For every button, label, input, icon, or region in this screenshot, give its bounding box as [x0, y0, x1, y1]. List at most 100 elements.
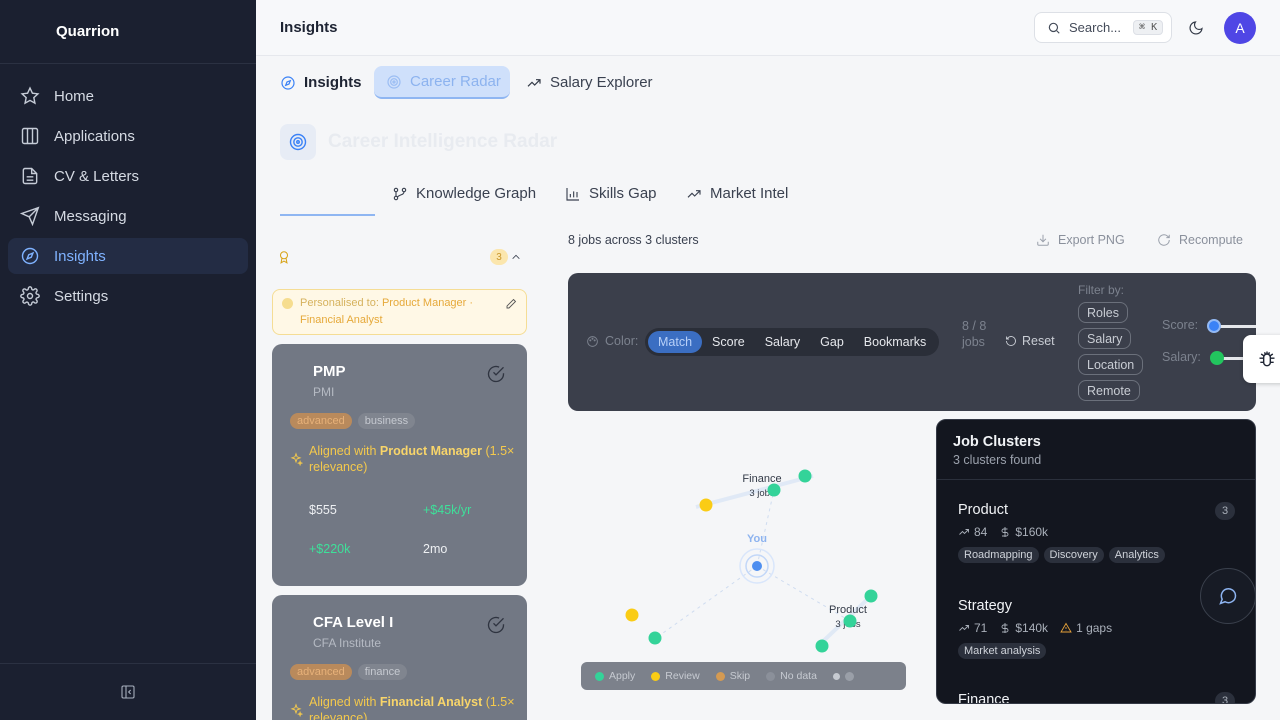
- radar-title: Career Intelligence Radar: [328, 131, 558, 152]
- graph-edge: [756, 489, 775, 567]
- export-png-button[interactable]: Export PNG: [1036, 233, 1125, 247]
- aligned-prefix: Aligned with: [309, 695, 377, 709]
- color-mode-match[interactable]: Match: [648, 331, 703, 353]
- cert-card-pmp[interactable]: PMP PMI advanced business Aligned with P…: [272, 344, 527, 586]
- sidebar-nav: Home Applications CV & Letters Messaging…: [0, 64, 256, 332]
- subtab-skills-gap[interactable]: Skills Gap: [565, 185, 657, 202]
- cluster-salary: $140k: [1015, 621, 1049, 635]
- job-node[interactable]: [699, 498, 713, 512]
- cluster-skills: Market analysis: [958, 643, 1238, 659]
- sidebar-item-applications[interactable]: Applications: [8, 118, 248, 154]
- collapse-recommendations-button[interactable]: [511, 252, 521, 262]
- theme-toggle[interactable]: [1188, 20, 1204, 36]
- search-button[interactable]: Search... ⌘ K: [1034, 12, 1172, 43]
- legend-label: Skip: [729, 670, 751, 682]
- sidebar-item-home[interactable]: Home: [8, 78, 248, 114]
- filter-roles[interactable]: Roles: [1078, 302, 1128, 323]
- tab-salary-explorer[interactable]: Salary Explorer: [526, 74, 653, 91]
- skill-chip: Market analysis: [958, 643, 1047, 659]
- search-shortcut: ⌘ K: [1133, 20, 1164, 35]
- sidebar-item-messaging[interactable]: Messaging: [8, 198, 248, 234]
- sidebar-item-label: Settings: [54, 287, 109, 305]
- cert-issuer: CFA Institute: [313, 636, 382, 650]
- avatar[interactable]: A: [1224, 12, 1256, 44]
- cluster-score: 71: [974, 621, 988, 635]
- level-tag: advanced: [290, 664, 352, 680]
- document-icon: [22, 167, 38, 185]
- score-range-track[interactable]: [1214, 325, 1256, 328]
- persona-roles: Product Manager · Financial Analyst: [300, 297, 474, 326]
- cluster-item-strategy[interactable]: Strategy 71 $140k 1 gaps Market analysis: [958, 598, 1238, 659]
- tab-insights[interactable]: Insights: [280, 74, 362, 91]
- reset-button[interactable]: Reset: [1005, 334, 1055, 348]
- job-node[interactable]: [767, 483, 781, 497]
- score-range-label: Score:: [1162, 318, 1199, 332]
- job-node[interactable]: [798, 469, 812, 483]
- cert-cost: $555: [309, 503, 337, 517]
- color-mode-score[interactable]: Score: [712, 335, 745, 349]
- radar-icon: [387, 74, 401, 89]
- tab-label: Insights: [304, 74, 362, 91]
- cert-duration: 2mo: [423, 542, 448, 556]
- sidebar-item-label: Applications: [54, 127, 135, 145]
- cluster-item-product[interactable]: Product 3 84 $160k Roadmapping Discovery…: [958, 502, 1238, 563]
- mark-done-button[interactable]: [486, 364, 506, 384]
- subtab-label: Knowledge Graph: [416, 185, 537, 202]
- collapse-sidebar-button[interactable]: [0, 663, 256, 720]
- edit-persona-button[interactable]: [505, 298, 517, 310]
- score-range-thumb[interactable]: [1207, 319, 1221, 333]
- legend-dot: [766, 671, 776, 681]
- recompute-button[interactable]: Recompute: [1157, 233, 1243, 247]
- cert-tags: advanced business: [290, 413, 416, 429]
- legend-item: Review: [651, 670, 700, 682]
- cert-tags: advanced finance: [290, 664, 408, 680]
- center-node-ring: [745, 554, 769, 578]
- color-mode-gap[interactable]: Gap: [820, 335, 844, 349]
- page-title: Insights: [280, 19, 338, 36]
- cluster-label-product: Product: [829, 604, 867, 616]
- cluster-item-finance[interactable]: Finance 3: [958, 692, 1238, 703]
- chat-button[interactable]: [1200, 568, 1256, 624]
- filter-remote[interactable]: Remote: [1078, 380, 1140, 401]
- subtab-market-intel[interactable]: Market Intel: [686, 185, 788, 202]
- aligned-role: Product Manager: [379, 444, 482, 458]
- refresh-icon: [1158, 234, 1170, 246]
- knowledge-graph-canvas[interactable]: Finance 3 jobs Product 3 jobs You: [568, 420, 928, 720]
- center-node-you[interactable]: [752, 561, 762, 571]
- filter-salary[interactable]: Salary: [1078, 328, 1132, 349]
- sidebar-item-insights[interactable]: Insights: [8, 238, 248, 274]
- legend-label: No data: [780, 670, 817, 682]
- tab-career-radar[interactable]: Career Radar: [374, 66, 510, 99]
- cert-card-cfa[interactable]: CFA Level I CFA Institute advanced finan…: [272, 595, 527, 720]
- job-node[interactable]: [843, 614, 857, 628]
- color-mode-bookmarks[interactable]: Bookmarks: [863, 335, 927, 349]
- center-node-ring: [739, 548, 775, 584]
- mark-done-button[interactable]: [486, 615, 506, 635]
- cluster-name: Product: [958, 502, 1008, 518]
- graph-edge: [655, 565, 758, 639]
- debug-button[interactable]: [1243, 335, 1280, 383]
- salary-range-label: Salary:: [1162, 350, 1201, 364]
- job-node[interactable]: [648, 631, 662, 645]
- color-mode-salary[interactable]: Salary: [764, 335, 801, 349]
- job-node[interactable]: [864, 589, 878, 603]
- brand-name[interactable]: Quarrion: [0, 0, 256, 64]
- active-subtab-indicator: [280, 214, 375, 216]
- search-label: Search...: [1069, 20, 1122, 35]
- sidebar-item-settings[interactable]: Settings: [8, 278, 248, 314]
- aligned-suffix: (1.5× relevance): [309, 695, 515, 720]
- job-node[interactable]: [625, 608, 639, 622]
- trending-up-icon: [959, 625, 969, 631]
- legend-toggle[interactable]: [832, 671, 854, 681]
- sidebar-item-cv-letters[interactable]: CV & Letters: [8, 158, 248, 194]
- subtab-knowledge-graph[interactable]: Knowledge Graph: [392, 185, 536, 202]
- filter-label: Filter by:: [1078, 283, 1125, 297]
- export-label: Export PNG: [1058, 233, 1125, 247]
- job-node[interactable]: [815, 639, 829, 653]
- filter-location[interactable]: Location: [1078, 354, 1144, 375]
- legend-dot: [715, 671, 725, 681]
- salary-range-thumb[interactable]: [1210, 351, 1224, 365]
- skill-chip: Analytics: [1108, 547, 1165, 563]
- tab-label: Salary Explorer: [550, 74, 653, 91]
- salary-range-track[interactable]: [1214, 357, 1256, 360]
